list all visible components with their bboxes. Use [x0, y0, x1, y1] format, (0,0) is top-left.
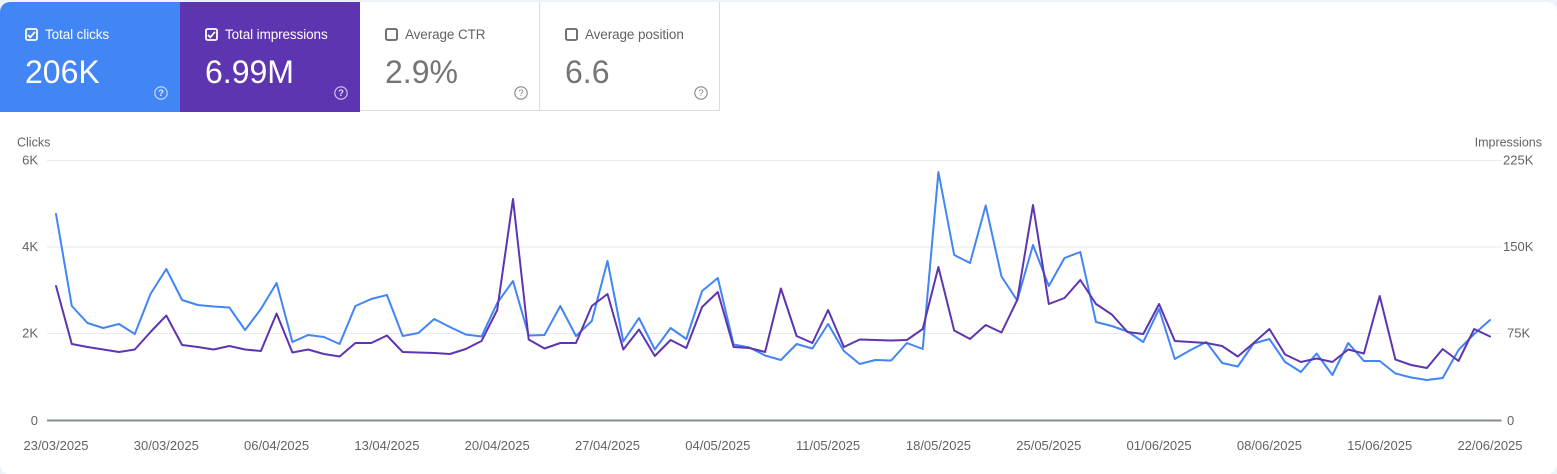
svg-text:13/04/2025: 13/04/2025 — [354, 438, 419, 453]
svg-text:Impressions: Impressions — [1475, 136, 1542, 150]
svg-text:225K: 225K — [1503, 153, 1534, 168]
svg-text:25/05/2025: 25/05/2025 — [1016, 438, 1081, 453]
svg-text:150K: 150K — [1503, 239, 1534, 254]
svg-text:75K: 75K — [1507, 326, 1530, 341]
svg-text:04/05/2025: 04/05/2025 — [685, 438, 750, 453]
svg-text:30/03/2025: 30/03/2025 — [134, 438, 199, 453]
svg-text:20/04/2025: 20/04/2025 — [465, 438, 530, 453]
svg-text:Clicks: Clicks — [17, 136, 50, 150]
svg-text:22/06/2025: 22/06/2025 — [1457, 438, 1522, 453]
svg-text:0: 0 — [1507, 413, 1514, 428]
svg-text:?: ? — [338, 88, 344, 99]
svg-text:11/05/2025: 11/05/2025 — [796, 438, 860, 453]
svg-text:4K: 4K — [22, 239, 38, 254]
svg-text:06/04/2025: 06/04/2025 — [244, 438, 309, 453]
svg-text:0: 0 — [31, 413, 38, 428]
svg-text:2K: 2K — [22, 326, 38, 341]
svg-text:?: ? — [158, 88, 164, 99]
svg-text:?: ? — [698, 88, 703, 99]
svg-text:?: ? — [518, 88, 523, 99]
svg-text:18/05/2025: 18/05/2025 — [906, 438, 971, 453]
svg-text:01/06/2025: 01/06/2025 — [1127, 438, 1192, 453]
svg-text:6K: 6K — [22, 153, 38, 168]
svg-text:23/03/2025: 23/03/2025 — [23, 438, 88, 453]
svg-text:08/06/2025: 08/06/2025 — [1237, 438, 1302, 453]
svg-text:27/04/2025: 27/04/2025 — [575, 438, 640, 453]
svg-text:15/06/2025: 15/06/2025 — [1347, 438, 1412, 453]
